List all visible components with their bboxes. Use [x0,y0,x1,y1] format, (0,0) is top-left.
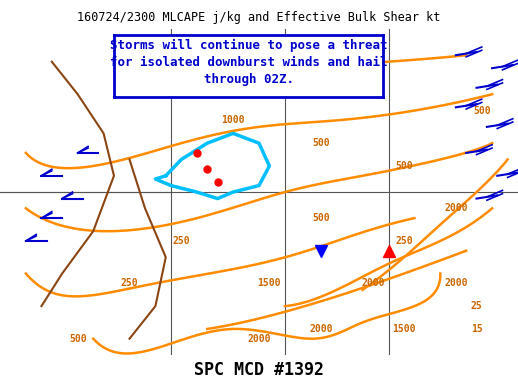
Text: 25: 25 [471,301,482,311]
Text: 500: 500 [395,161,413,171]
Text: 1500: 1500 [257,278,281,288]
Text: 2000: 2000 [444,203,468,213]
Text: 2000: 2000 [361,278,385,288]
Text: 250: 250 [172,236,190,246]
Text: 15: 15 [471,324,482,334]
Text: 160724/2300 MLCAPE j/kg and Effective Bulk Shear kt: 160724/2300 MLCAPE j/kg and Effective Bu… [77,11,441,24]
Text: 1000: 1000 [221,115,245,125]
Text: SPC MCD #1392: SPC MCD #1392 [194,361,324,379]
Text: 2000: 2000 [444,278,468,288]
Text: Storms will continue to pose a threat
for isolated downburst winds and hail
thro: Storms will continue to pose a threat fo… [110,39,387,87]
Text: 2000: 2000 [309,324,333,334]
Text: 2000: 2000 [247,334,271,344]
Text: 500: 500 [312,138,330,148]
Text: 500: 500 [473,106,491,116]
Text: 250: 250 [395,236,413,246]
Text: 500: 500 [69,334,87,344]
Text: 1500: 1500 [392,324,416,334]
Text: 250: 250 [121,278,138,288]
Text: 500: 500 [312,213,330,223]
